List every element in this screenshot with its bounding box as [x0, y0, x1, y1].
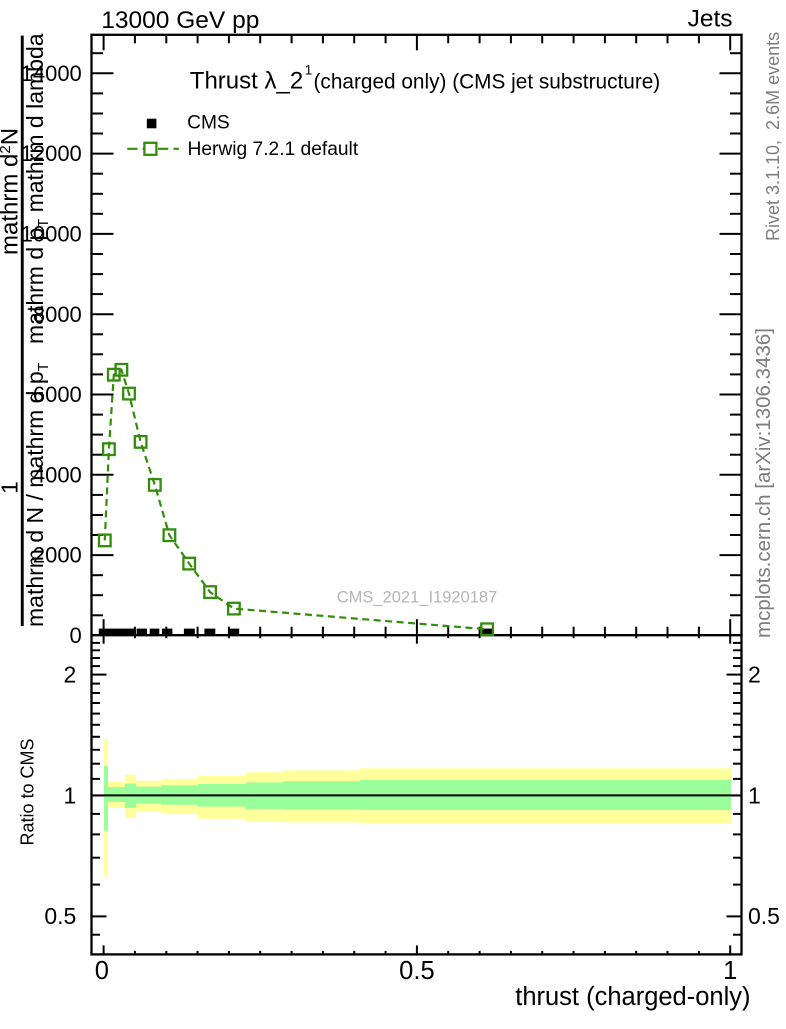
- svg-text:12000: 12000: [21, 141, 82, 166]
- svg-text:Herwig 7.2.1 default: Herwig 7.2.1 default: [188, 139, 359, 160]
- svg-text:CMS: CMS: [187, 113, 230, 134]
- svg-text:0.5: 0.5: [748, 903, 780, 929]
- svg-text:Jets: Jets: [688, 6, 733, 33]
- svg-text:mcplots.cern.ch [arXiv:1306.34: mcplots.cern.ch [arXiv:1306.3436]: [752, 328, 775, 638]
- svg-text:2: 2: [64, 662, 77, 688]
- svg-text:mathrm d2N: mathrm d2N: [0, 128, 24, 255]
- svg-text:mathrm d pT mathrm d lambda: mathrm d pT mathrm d lambda: [22, 33, 52, 344]
- svg-text:14000: 14000: [21, 61, 82, 86]
- svg-text:2: 2: [748, 662, 761, 688]
- svg-text:thrust (charged-only): thrust (charged-only): [515, 983, 750, 1011]
- svg-text:Thrust λ_2: Thrust λ_2: [190, 67, 303, 94]
- svg-text:2000: 2000: [33, 543, 82, 568]
- svg-text:1: 1: [0, 481, 23, 494]
- svg-text:0: 0: [95, 957, 109, 985]
- svg-text:1: 1: [748, 782, 761, 808]
- svg-text:(charged only) (CMS jet substr: (charged only) (CMS jet substructure): [314, 70, 661, 93]
- svg-text:4000: 4000: [33, 462, 82, 487]
- svg-text:0: 0: [70, 623, 82, 648]
- svg-text:Rivet 3.1.10, 2.6M events: Rivet 3.1.10, 2.6M events: [763, 32, 783, 241]
- svg-text:13000 GeV pp: 13000 GeV pp: [101, 7, 259, 34]
- svg-text:8000: 8000: [33, 302, 82, 327]
- svg-text:0.5: 0.5: [44, 903, 76, 929]
- svg-text:6000: 6000: [33, 382, 82, 407]
- svg-text:1: 1: [305, 63, 313, 78]
- svg-text:mathrm d N / mathrm d pT: mathrm d N / mathrm d pT: [22, 362, 52, 627]
- svg-text:1: 1: [723, 957, 737, 985]
- svg-text:CMS_2021_I1920187: CMS_2021_I1920187: [337, 589, 498, 607]
- svg-text:1: 1: [64, 782, 77, 808]
- svg-text:10000: 10000: [21, 222, 82, 247]
- svg-text:Ratio to CMS: Ratio to CMS: [18, 738, 38, 845]
- svg-text:0.5: 0.5: [399, 957, 434, 985]
